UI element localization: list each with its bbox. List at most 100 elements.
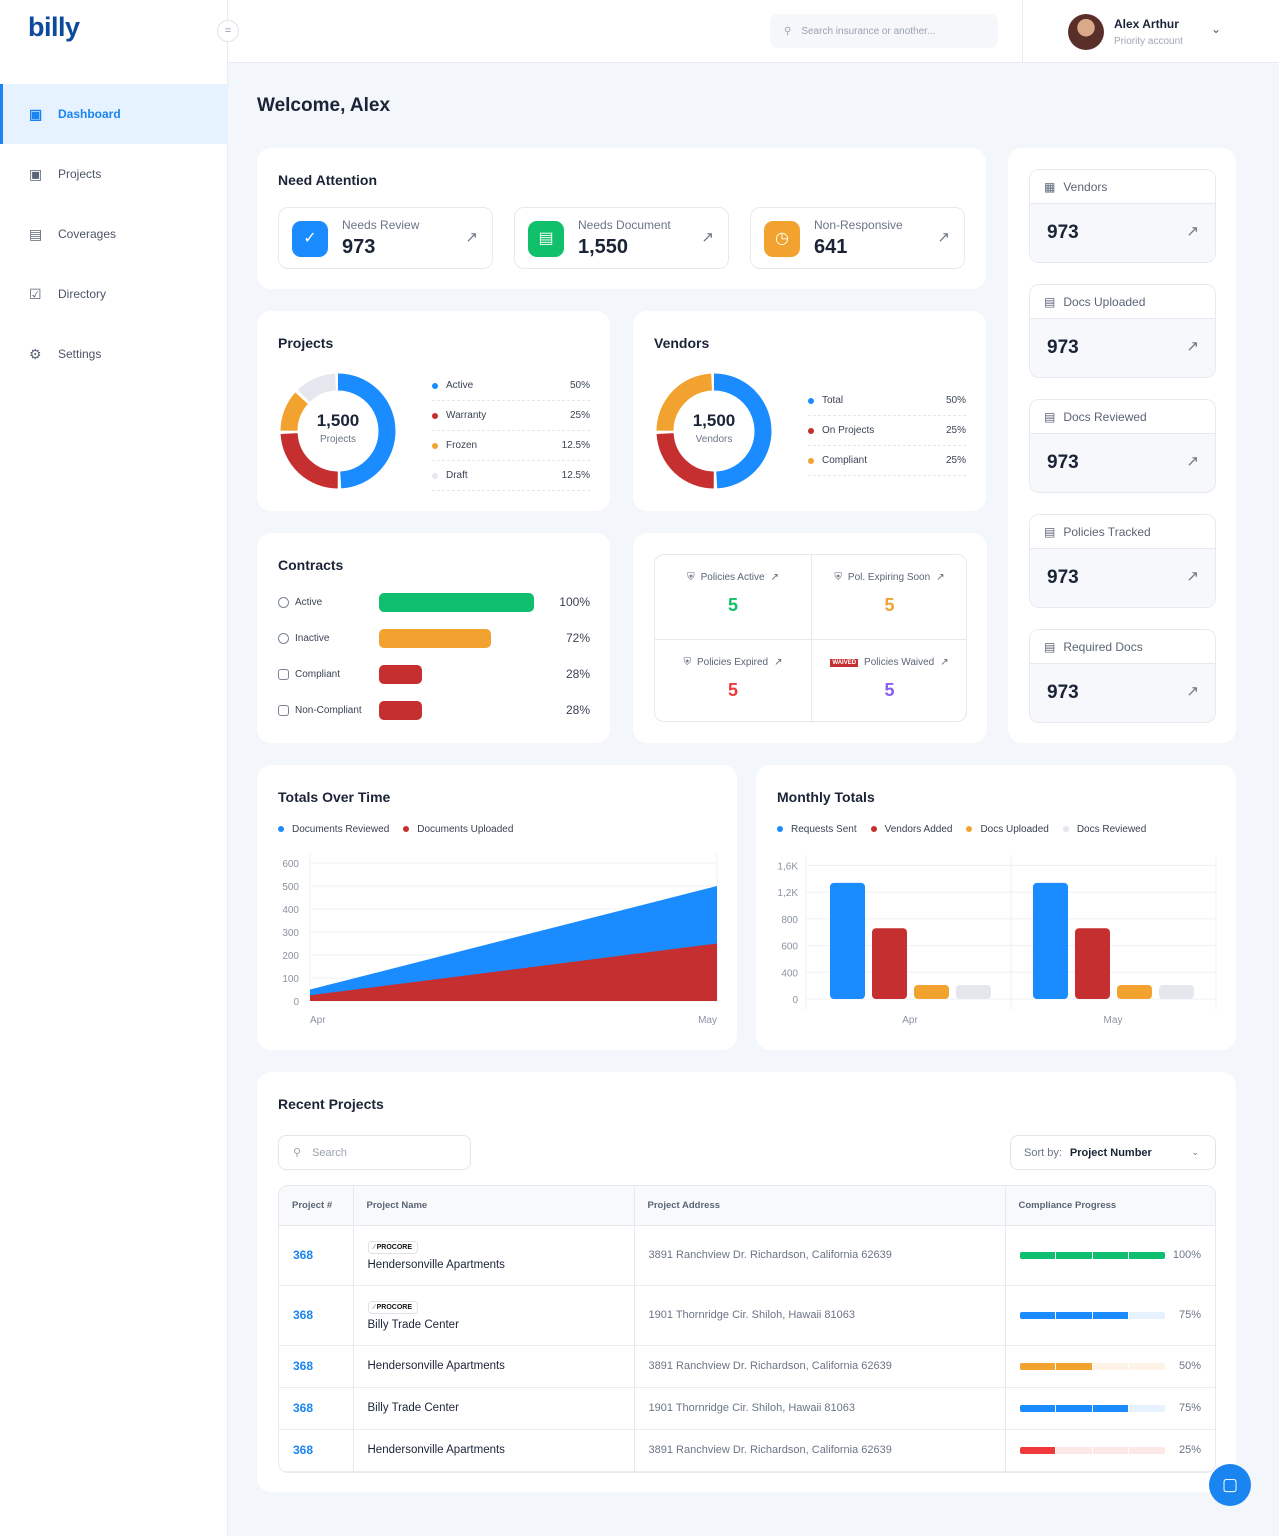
attention-non-responsive[interactable]: ◷ Non-Responsive 641 ↗ [750, 207, 965, 269]
need-attention-card: Need Attention ✓ Needs Review 973 ↗ ▤ Needs D… [257, 148, 986, 289]
attention-needs-document[interactable]: ▤ Needs Document 1,550 ↗ [514, 207, 729, 269]
project-number-link[interactable]: 368 [279, 1285, 353, 1346]
sidebar: billy ▣ Dashboard ▣ Projects ▤ Coverages ☑ Dire… [0, 0, 228, 1536]
chart-title: Monthly Totals [777, 789, 875, 805]
stat-docs-uploaded[interactable]: ▤ Docs Uploaded 973 ↗ [1029, 284, 1216, 378]
attention-label: Non-Responsive [814, 218, 903, 232]
sidebar-item-label: Coverages [58, 227, 117, 241]
column-header[interactable]: Project Name [352, 1186, 634, 1226]
y-tick-label: 1,6K [777, 862, 798, 873]
gear-icon: ⚙ [29, 346, 42, 362]
progress-pct: 50% [1178, 1360, 1201, 1372]
table-row[interactable]: 368 ∕ PROCORE Hendersonville Apartments 389… [279, 1225, 1215, 1286]
y-tick-label: 400 [781, 968, 798, 979]
legend-item: Warranty 25% [432, 401, 590, 431]
chart-legend: Requests Sent Vendors Added Docs Uploaded D… [777, 824, 1146, 835]
project-name: Hendersonville Apartments [367, 1444, 505, 1456]
card-title: Recent Projects [278, 1096, 384, 1112]
y-tick-label: 1,2K [777, 888, 798, 899]
chevron-down-icon[interactable]: ⌄ [1211, 22, 1222, 36]
sidebar-item-settings[interactable]: ⚙ Settings [0, 324, 228, 384]
stat-label: Docs Reviewed [1063, 409, 1147, 424]
sidebar-item-dashboard[interactable]: ▣ Dashboard [0, 84, 228, 144]
project-number-link[interactable]: 368 [279, 1387, 353, 1430]
table-row[interactable]: 368 ∕ PROCORE Billy Trade Center 1901 Thorn… [279, 1285, 1215, 1346]
legend-label: Draft [446, 470, 468, 481]
sidebar-item-label: Dashboard [58, 107, 121, 121]
sidebar-item-directory[interactable]: ☑ Directory [0, 264, 228, 324]
policies-card: ⛨ Policies Active ↗ 5 ⛨ Pol. Expiring Soon ↗ 5 ⛨… [633, 533, 987, 743]
compliance-progress: 100% [1004, 1225, 1215, 1286]
y-tick-label: 600 [282, 859, 299, 870]
stat-vendors[interactable]: ▦ Vendors 973 ↗ [1029, 169, 1216, 263]
policy-pol-expiring-soon[interactable]: ⛨ Pol. Expiring Soon ↗ 5 [811, 555, 967, 639]
contract-pct: 100% [559, 595, 590, 609]
legend-pct: 25% [569, 410, 590, 421]
arrow-up-right-icon: ↗ [701, 229, 714, 246]
sidebar-item-coverages[interactable]: ▤ Coverages [0, 204, 228, 264]
document-icon: ▤ [1044, 409, 1056, 424]
compliance-progress: 50% [1004, 1345, 1215, 1388]
contracts-card: Contracts Active 100% Inactive 72% Compliant… [257, 533, 610, 743]
policy-policies-expired[interactable]: ⛨ Policies Expired ↗ 5 [655, 639, 811, 723]
contract-label: Non-Compliant [295, 704, 362, 716]
collapse-sidebar-button[interactable]: = [217, 20, 239, 42]
sort-select[interactable]: Sort by: Project Number ⌄ [1010, 1135, 1216, 1170]
project-number-link[interactable]: 368 [279, 1429, 353, 1472]
projects-search-input[interactable]: ⚲ Search [278, 1135, 471, 1170]
logo[interactable]: billy [28, 12, 80, 42]
progress-bar [1019, 1251, 1165, 1259]
column-header[interactable]: Project # [279, 1186, 353, 1226]
project-name-cell: ∕ PROCORE Hendersonville Apartments [352, 1225, 634, 1286]
legend-item: Requests Sent [777, 824, 857, 835]
project-number-link[interactable]: 368 [279, 1225, 353, 1286]
totals-over-time-card: Totals Over Time Documents Reviewed Docum… [257, 765, 737, 1050]
area-documents-uploaded [310, 943, 717, 1001]
project-name: Billy Trade Center [367, 1318, 459, 1331]
project-name: Hendersonville Apartments [367, 1258, 505, 1271]
project-number-link[interactable]: 368 [279, 1345, 353, 1388]
table-row[interactable]: 368 Billy Trade Center 1901 Thornridge Cir… [279, 1387, 1215, 1430]
stat-docs-reviewed[interactable]: ▤ Docs Reviewed 973 ↗ [1029, 399, 1216, 493]
stat-value: 973 [1047, 222, 1079, 243]
arrow-up-right-icon: ↗ [774, 657, 783, 668]
arrow-up-right-icon: ↗ [940, 657, 949, 668]
policy-label: Policies Waived [864, 657, 935, 668]
arrow-up-right-icon: ↗ [936, 572, 945, 583]
stat-policies-tracked[interactable]: ▤ Policies Tracked 973 ↗ [1029, 514, 1216, 608]
waived-badge-icon: WAIVED [830, 658, 859, 667]
policy-policies-waived[interactable]: WAIVED Policies Waived ↗ 5 [811, 639, 967, 723]
attention-needs-review[interactable]: ✓ Needs Review 973 ↗ [278, 207, 493, 269]
project-name-cell: Hendersonville Apartments [352, 1429, 634, 1472]
projects-table: Project # Project Name Project Address Comp… [278, 1185, 1216, 1473]
document-icon: ▤ [528, 221, 564, 257]
compliance-progress: 25% [1004, 1429, 1215, 1472]
project-address: 3891 Ranchview Dr. Richardson, Californi… [633, 1225, 1005, 1286]
avatar[interactable] [1068, 14, 1104, 50]
table-row[interactable]: 368 Hendersonville Apartments 3891 Ranchvi… [279, 1429, 1215, 1472]
user-name: Alex Arthur [1114, 17, 1179, 31]
arrow-up-right-icon: ↗ [937, 229, 950, 246]
stat-required-docs[interactable]: ▤ Required Docs 973 ↗ [1029, 629, 1216, 723]
legend-item: Frozen 12.5% [432, 431, 590, 461]
policy-policies-active[interactable]: ⛨ Policies Active ↗ 5 [655, 555, 811, 639]
legend-item: Docs Reviewed [1062, 824, 1146, 835]
bar-requests-sent [830, 882, 865, 999]
column-header[interactable]: Project Address [633, 1186, 1005, 1226]
attention-value: 641 [814, 236, 848, 258]
contract-pct: 28% [565, 667, 590, 681]
global-search-input[interactable]: ⚲ Search insurance or another... [770, 14, 998, 48]
column-header[interactable]: Compliance Progress [1004, 1186, 1215, 1226]
legend-dot [808, 427, 814, 434]
briefcase-check-icon: ☑ [29, 286, 42, 302]
table-row[interactable]: 368 Hendersonville Apartments 3891 Ranchvi… [279, 1345, 1215, 1388]
folder-icon [278, 668, 289, 680]
legend-dot [870, 826, 877, 832]
policy-value: 5 [727, 680, 738, 700]
chat-button[interactable]: ▢ [1209, 1464, 1251, 1506]
legend-dot [966, 826, 973, 832]
check-circle-icon: ✓ [292, 221, 328, 257]
sidebar-item-projects[interactable]: ▣ Projects [0, 144, 228, 204]
progress-bar [1019, 1311, 1165, 1319]
bar-docs-reviewed [1159, 984, 1194, 999]
